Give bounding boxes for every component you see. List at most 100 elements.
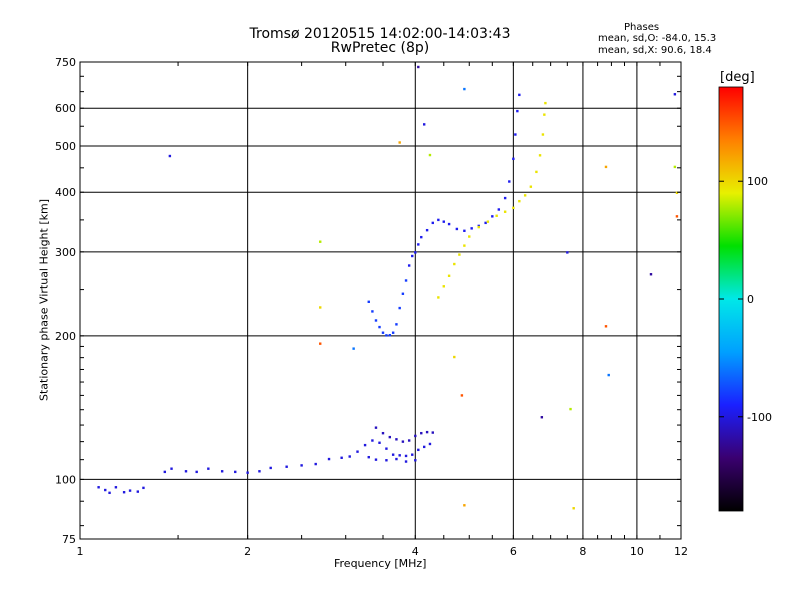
data-point [374,319,378,322]
data-point [607,373,610,377]
data-point [569,407,572,411]
data-point [675,215,679,218]
data-point [385,334,388,337]
data-point [108,491,111,495]
data-point [417,65,420,69]
data-point [673,165,677,169]
data-point [136,490,140,493]
data-point [374,426,378,429]
data-point [407,264,411,267]
data-point [356,450,359,453]
data-point [428,442,432,446]
chart-title: Tromsø 20120515 14:02:00-14:03:43 [249,26,511,42]
data-point [246,471,249,474]
y-tick-label: 600 [55,102,76,115]
data-point [437,218,440,222]
data-point [114,486,118,489]
data-point [407,439,411,442]
data-point [378,325,381,329]
data-point [300,464,303,467]
data-point [398,141,401,144]
colorbar-tick-label: -100 [747,411,772,424]
data-point [391,453,395,456]
data-point [477,224,480,228]
data-point [319,306,322,309]
y-tick-label: 400 [55,186,76,199]
data-point [604,325,608,328]
data-point [388,435,392,439]
plot-frame [79,61,682,540]
y-axis-ticks: 75 100 200 300 400 500 600 750 [55,56,681,546]
data-point [447,222,451,226]
data-point [543,113,546,116]
data-point [269,466,272,470]
data-point [455,227,459,231]
chart-subtitle: RwPretec (8p) [330,40,430,56]
colorbar-ticks: -100 0 100 [719,175,772,424]
data-point [649,273,653,276]
data-point [411,254,414,258]
data-point [538,154,542,157]
x-tick-label: 12 [674,545,688,558]
data-point [437,296,440,299]
data-point [572,507,575,510]
data-point [442,220,445,223]
data-point [404,279,408,282]
data-point [381,331,385,334]
phase-stats-o-mode: mean, sd,O: -84.0, 15.3 [598,33,717,44]
data-point [234,470,237,474]
data-point [168,154,172,158]
y-tick-label: 300 [55,246,76,259]
data-point [463,87,466,91]
data-point [420,431,423,435]
data-point [516,109,519,113]
y-tick-label: 75 [62,533,76,546]
data-point [425,228,429,232]
data-point [514,133,517,136]
data-point [512,206,515,210]
data-point [425,430,429,434]
data-point [404,460,408,463]
x-axis-ticks: 1 2 4 6 8 10 12 [77,62,688,558]
data-point [285,465,288,468]
data-point [422,445,426,449]
colorbar-label: [deg] [720,70,755,85]
data-point [401,440,405,443]
x-axis-label: Frequency [MHz] [334,557,427,570]
data-point [319,342,322,345]
data-point [104,488,107,492]
phase-stats-x-mode: mean, sd,X: 90.6, 18.4 [598,45,712,56]
data-point [518,93,521,97]
data-point [535,170,538,174]
data-point [220,470,224,473]
data-point [142,486,145,490]
x-tick-label: 10 [630,545,644,558]
data-point [417,243,420,246]
data-point [381,431,385,435]
x-tick-label: 2 [244,545,251,558]
data-point [352,347,355,350]
data-point [495,214,498,217]
data-point [395,323,398,326]
data-point [319,240,322,243]
data-points [97,65,679,510]
data-point [518,199,521,203]
colorbar-tick-label: 0 [747,293,754,306]
x-tick-label: 4 [412,545,419,558]
data-point [170,467,173,470]
data-point [458,253,461,256]
data-point [523,194,527,197]
data-point [417,448,420,452]
data-point [122,491,126,494]
data-point [470,227,473,230]
data-point [348,455,351,458]
x-tick-label: 8 [579,545,586,558]
data-point [327,457,331,461]
data-point [431,221,434,225]
data-point [371,310,374,313]
data-point [395,457,398,461]
data-point [398,306,401,310]
data-point [420,235,423,239]
